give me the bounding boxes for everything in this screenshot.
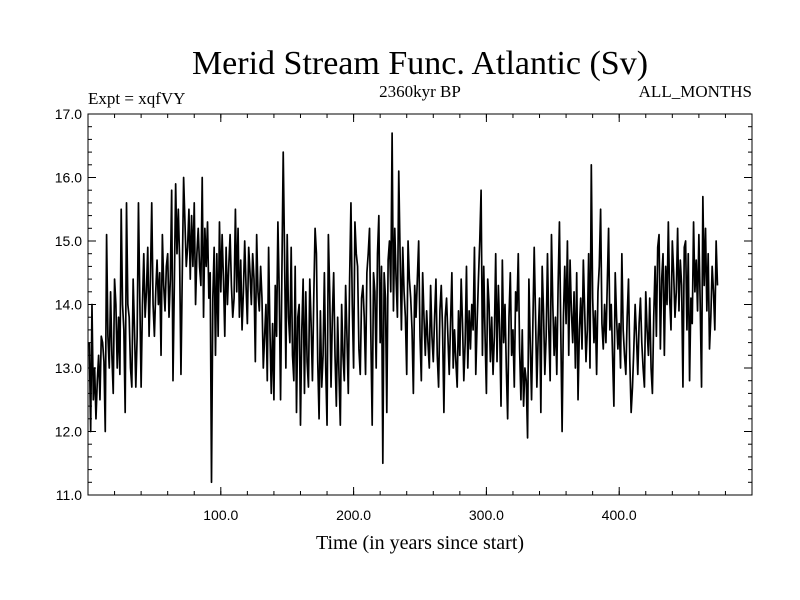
months-label: ALL_MONTHS [639,82,752,101]
chart-title: Merid Stream Func. Atlantic (Sv) [192,45,648,82]
y-tick-label: 14.0 [55,297,82,313]
y-tick-label: 13.0 [55,360,82,376]
y-tick-label: 16.0 [55,170,82,186]
y-tick-label: 17.0 [55,106,82,122]
x-axis-label: Time (in years since start) [316,532,524,554]
x-tick-label: 300.0 [469,507,504,523]
y-tick-label: 11.0 [56,487,82,503]
y-tick-label: 15.0 [55,233,82,249]
experiment-label: Expt = xqfVY [88,89,185,108]
x-tick-label: 200.0 [336,507,371,523]
x-tick-label: 100.0 [203,507,238,523]
x-axis: 100.0 200.0 300.0 400.0 [114,114,726,523]
plot-frame [87,113,753,496]
y-tick-label: 12.0 [55,424,82,440]
period-label: 2360kyr BP [379,82,461,101]
x-tick-label: 400.0 [602,507,637,523]
series-line-amoc [88,132,719,484]
y-axis: 11.0 12.0 13.0 14.0 15.0 16.0 17.0 [55,106,752,503]
